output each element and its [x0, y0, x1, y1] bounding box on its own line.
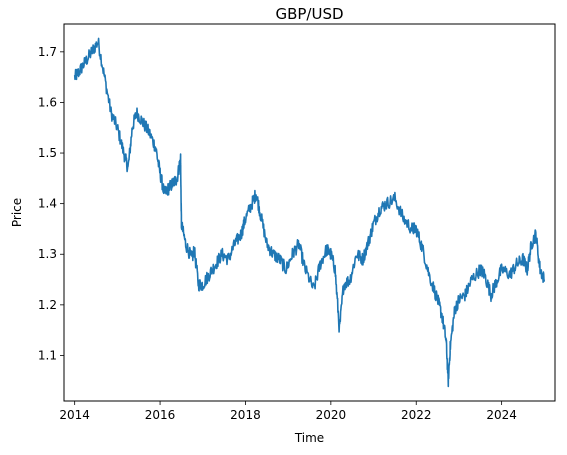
- x-tick-label: 2022: [401, 408, 432, 422]
- chart-title: GBP/USD: [275, 5, 343, 23]
- y-tick-label: 1.7: [38, 45, 57, 59]
- series-layer: [73, 37, 546, 388]
- plot-frame: [63, 23, 556, 402]
- series-line-0: [73, 37, 546, 388]
- x-axis-label: Time: [294, 431, 324, 445]
- y-tick-label: 1.2: [38, 298, 57, 312]
- y-axis: 1.1 1.2 1.3 1.4 1.5 1.6 1.7: [38, 45, 64, 362]
- y-tick-label: 1.3: [38, 247, 57, 261]
- plot-area: [63, 23, 556, 402]
- y-tick-label: 1.6: [38, 95, 57, 109]
- x-axis: 2014 2016 2018 2020 2022 2024: [59, 401, 517, 422]
- x-tick-label: 2016: [145, 408, 176, 422]
- x-tick-label: 2018: [230, 408, 261, 422]
- y-tick-label: 1.5: [38, 146, 57, 160]
- x-tick-label: 2024: [486, 408, 517, 422]
- y-axis-label: Price: [10, 198, 24, 227]
- y-tick-label: 1.4: [38, 197, 57, 211]
- x-tick-label: 2020: [316, 408, 347, 422]
- x-tick-label: 2014: [59, 408, 90, 422]
- y-tick-label: 1.1: [38, 348, 57, 362]
